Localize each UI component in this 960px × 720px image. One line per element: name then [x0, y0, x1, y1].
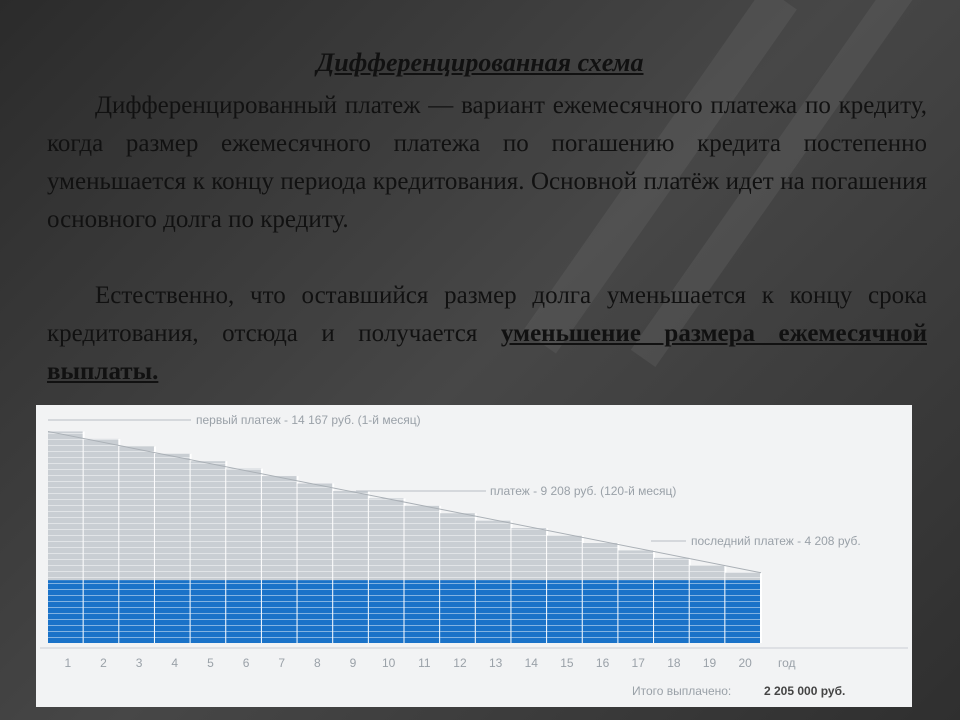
- bar-principal-stripes: [582, 580, 619, 643]
- total-value: 2 205 000 руб.: [764, 684, 845, 698]
- bar-principal-stripes: [689, 580, 726, 643]
- bar-principal-stripes: [618, 580, 655, 643]
- chart-panel: 1 2 3 4 5 6 7 8 9 10 11 12 13 14 15 16 17 18 19 20 год первый…: [36, 405, 912, 707]
- x-tick-label: 4: [171, 656, 178, 670]
- bar-interest-stripes: [226, 468, 262, 581]
- bar-principal-stripes: [333, 580, 369, 643]
- x-tick-label: 17: [632, 656, 646, 670]
- x-tick-label: 20: [738, 656, 752, 670]
- bar-interest-stripes: [119, 446, 155, 581]
- x-tick-label: 7: [278, 656, 285, 670]
- x-tick-label: 8: [314, 656, 321, 670]
- paragraph-2: Естественно, что оставшийся размер долга…: [47, 277, 927, 391]
- bar-principal-stripes: [190, 580, 227, 643]
- bar-interest-stripes: [654, 557, 690, 581]
- bar-interest-stripes: [475, 520, 512, 581]
- bar-principal-stripes: [475, 580, 512, 643]
- bar-principal-stripes: [725, 580, 761, 643]
- bar-interest-stripes: [725, 572, 761, 581]
- x-tick-label: 2: [100, 656, 107, 670]
- payment-chart: 1 2 3 4 5 6 7 8 9 10 11 12 13 14 15 16 17 18 19 20 годпервый…: [40, 413, 908, 698]
- bar-principal-stripes: [547, 580, 583, 643]
- x-tick-label: 15: [560, 656, 574, 670]
- bar-interest-stripes: [511, 528, 548, 581]
- x-tick-label: 10: [382, 656, 396, 670]
- paragraph-2-text: Естественно, что оставшийся размер долга…: [47, 282, 927, 347]
- total-label: Итого выплачено:: [632, 684, 731, 698]
- x-tick-label: 12: [453, 656, 467, 670]
- bar-principal-stripes: [440, 580, 476, 643]
- slide-heading: Дифференцированная схема: [316, 48, 644, 77]
- bar-principal-stripes: [48, 580, 84, 643]
- bar-interest-stripes: [368, 498, 405, 581]
- bar-principal-stripes: [404, 580, 441, 643]
- x-tick-label: 18: [667, 656, 681, 670]
- slope-line: [47, 430, 762, 574]
- paragraph-2-emphasis: уменьшение размера ежемесячной выплаты.: [47, 320, 927, 385]
- bar-principal-stripes: [261, 580, 298, 643]
- bar-interest-stripes: [83, 438, 120, 581]
- bar-principal-stripes: [226, 580, 262, 643]
- bar-principal-stripes: [368, 580, 405, 643]
- x-tick-label: 3: [136, 656, 143, 670]
- bar-principal-stripes: [511, 580, 548, 643]
- bar-principal-stripes: [297, 580, 334, 643]
- bar-interest-stripes: [440, 513, 476, 581]
- bar-interest-stripes: [190, 461, 227, 581]
- x-tick-label: 9: [350, 656, 357, 670]
- x-tick-label: 5: [207, 656, 214, 670]
- x-tick-label: 6: [243, 656, 250, 670]
- bar-interest-stripes: [404, 505, 441, 581]
- bar-interest-stripes: [582, 542, 619, 581]
- x-tick-label: 13: [489, 656, 503, 670]
- x-tick-label: 1: [64, 656, 71, 670]
- bar-interest-stripes: [618, 550, 655, 581]
- bar-principal-stripes: [154, 580, 191, 643]
- annotation-label: первый платеж - 14 167 руб. (1-й месяц): [196, 413, 421, 427]
- x-tick-label: 19: [703, 656, 717, 670]
- bar-interest-stripes: [689, 565, 726, 581]
- bar-principal-stripes: [654, 580, 690, 643]
- paragraph-1: Дифференцированный платеж — вариант ежем…: [47, 92, 927, 233]
- x-axis-label: год: [778, 656, 796, 670]
- bar-interest-stripes: [48, 431, 84, 581]
- x-tick-label: 11: [418, 656, 431, 670]
- bar-interest-stripes: [261, 476, 298, 581]
- bar-interest-stripes: [297, 483, 334, 581]
- bar-interest-stripes: [547, 535, 583, 581]
- x-tick-label: 16: [596, 656, 610, 670]
- bar-principal-stripes: [119, 580, 155, 643]
- annotation-label: платеж - 9 208 руб. (120-й месяц): [490, 484, 676, 498]
- bar-principal-stripes: [83, 580, 120, 643]
- bar-interest-stripes: [154, 453, 191, 581]
- x-tick-label: 14: [525, 656, 539, 670]
- annotation-label: последний платеж - 4 208 руб.: [691, 534, 861, 548]
- bar-interest-stripes: [333, 490, 369, 581]
